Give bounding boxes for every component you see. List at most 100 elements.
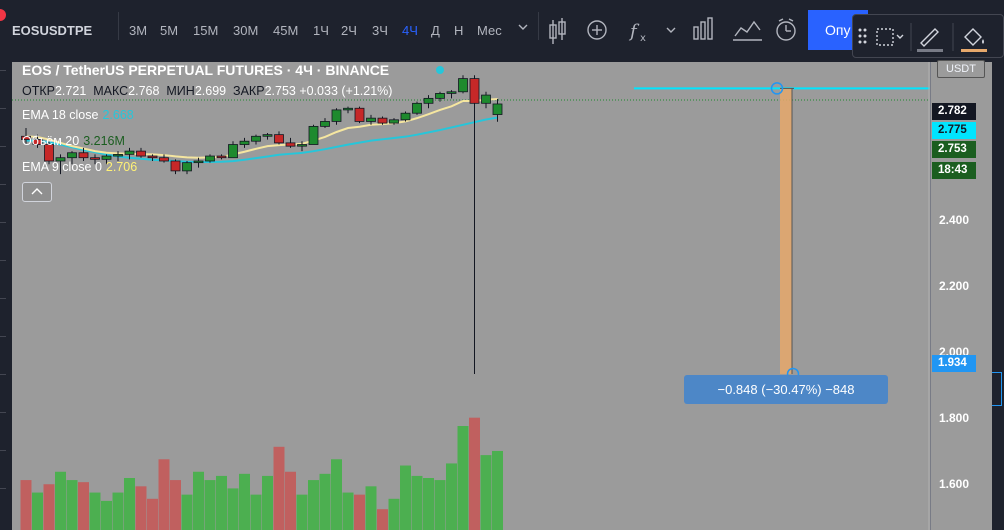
- candle-body: [446, 91, 457, 94]
- top-toolbar: EOSUSDTPE 3М 5М 15М 30М 45М 1Ч 2Ч 3Ч 4Ч Д Н Мес f x…: [0, 0, 1004, 63]
- candle-body: [78, 152, 89, 159]
- volume-bar: [89, 492, 101, 530]
- candle-body: [343, 107, 353, 111]
- candle-body: [239, 140, 250, 145]
- price-axis-label: 1.800: [939, 411, 970, 426]
- interval-0[interactable]: 3М: [129, 23, 148, 38]
- svg-text:f: f: [628, 21, 640, 42]
- interval-1[interactable]: 5М: [160, 23, 179, 38]
- left-drawing-toolbar: [0, 62, 12, 530]
- volume-bar: [308, 480, 319, 530]
- volume-bar: [492, 450, 503, 530]
- chart-pane[interactable]: EOS / TetherUS PERPETUAL FUTURES · 4Ч · …: [12, 62, 930, 530]
- legend-ema9[interactable]: EMA 9 close 0 2.706: [22, 160, 138, 174]
- volume-bar: [101, 500, 112, 530]
- candle-body: [481, 94, 491, 104]
- candle-body: [170, 160, 181, 172]
- candle-body: [285, 142, 296, 147]
- symbol-search[interactable]: EOSUSDTPE: [12, 23, 93, 38]
- legend-volume[interactable]: Объём 20 3.216M: [22, 134, 125, 148]
- compare-plus-icon[interactable]: [587, 20, 607, 40]
- candle-body: [90, 157, 100, 160]
- candle-body: [113, 154, 123, 157]
- volume-bar: [43, 484, 55, 530]
- interval-11[interactable]: Мес: [477, 23, 502, 38]
- interval-2[interactable]: 15М: [193, 23, 219, 38]
- volume-bar: [250, 494, 262, 530]
- candle-body: [44, 144, 54, 162]
- volume-bar: [204, 480, 216, 530]
- volume-bar: [32, 492, 43, 530]
- volume-bar: [354, 494, 365, 530]
- sidebar-handle[interactable]: [992, 372, 1002, 406]
- candle-body: [331, 109, 342, 122]
- price-axis[interactable]: USDT 2.400 2.200 2.000 1.800 1.600 2.782 2.775…: [930, 60, 992, 530]
- ema9-line: [25, 98, 498, 159]
- volume-bar: [227, 488, 239, 530]
- interval-9[interactable]: Д: [431, 23, 440, 38]
- selection-icon[interactable]: [876, 28, 904, 46]
- price-axis-label: 2.200: [939, 279, 970, 294]
- ema9-value: 2.706: [105, 160, 138, 174]
- volume-bar: [365, 486, 377, 530]
- interval-5[interactable]: 1Ч: [313, 23, 329, 38]
- volume-bar: [331, 459, 342, 530]
- candle-body: [469, 78, 480, 104]
- interval-10[interactable]: Н: [454, 23, 464, 38]
- interval-8[interactable]: 4Ч: [402, 23, 418, 38]
- candle-body: [205, 155, 215, 162]
- volume-bar: [273, 446, 285, 530]
- price-chart[interactable]: [12, 62, 930, 530]
- interval-more-chevron-icon[interactable]: [517, 21, 529, 37]
- price-axis-label: 2.400: [939, 213, 970, 228]
- interval-3[interactable]: 30М: [233, 23, 259, 38]
- volume-bar: [239, 473, 250, 530]
- volume-bar: [411, 475, 423, 530]
- volume-bar: [388, 498, 400, 530]
- interval-6[interactable]: 2Ч: [341, 23, 357, 38]
- currency-label[interactable]: USDT: [937, 60, 985, 78]
- measure-start-handle: [770, 82, 784, 95]
- indicators-fx-icon[interactable]: f x: [628, 21, 646, 44]
- templates-icon[interactable]: [666, 27, 676, 33]
- volume-bar: [377, 509, 388, 530]
- volume-bar: [434, 480, 446, 530]
- volume-bar: [170, 480, 181, 530]
- volume-bar: [423, 478, 434, 530]
- volume-bar: [55, 471, 66, 530]
- volume-bar: [78, 482, 89, 530]
- fill-bucket-icon[interactable]: [961, 28, 987, 52]
- price-axis-label: 1.600: [939, 477, 970, 492]
- candle-body: [193, 160, 204, 164]
- candle-body: [147, 155, 158, 159]
- legend-ema18[interactable]: EMA 18 close 2.668: [22, 108, 134, 122]
- drag-handle-icon[interactable]: [858, 28, 867, 44]
- candle-body: [55, 157, 66, 162]
- volume-bar: [480, 455, 492, 530]
- candle-body: [423, 97, 434, 104]
- candle-body: [320, 121, 330, 127]
- chevron-up-icon: [31, 188, 43, 195]
- ema18-value: 2.668: [102, 108, 134, 122]
- volume-bar: [20, 480, 32, 530]
- candle-body: [251, 135, 261, 142]
- volume-bar: [262, 475, 273, 530]
- price-tag: 1.934: [932, 355, 976, 372]
- volume-bar: [193, 471, 204, 530]
- volume-value: 3.216M: [83, 134, 125, 148]
- replay-icon[interactable]: [776, 18, 796, 41]
- candle-body: [136, 150, 146, 157]
- interval-4[interactable]: 45М: [273, 23, 299, 38]
- candle-body: [354, 107, 365, 122]
- candles-icon[interactable]: [549, 18, 566, 44]
- record-indicator-icon: [0, 9, 6, 21]
- high-value: 2.768: [128, 84, 160, 98]
- bars-style-icon[interactable]: [693, 17, 713, 40]
- volume-bar: [400, 465, 411, 530]
- price-tag: 2.782: [932, 103, 976, 120]
- candle-body: [274, 134, 284, 144]
- alert-clock-icon[interactable]: [733, 20, 762, 41]
- pencil-icon[interactable]: [917, 28, 943, 52]
- interval-7[interactable]: 3Ч: [372, 23, 388, 38]
- legend-collapse-button[interactable]: [22, 182, 52, 202]
